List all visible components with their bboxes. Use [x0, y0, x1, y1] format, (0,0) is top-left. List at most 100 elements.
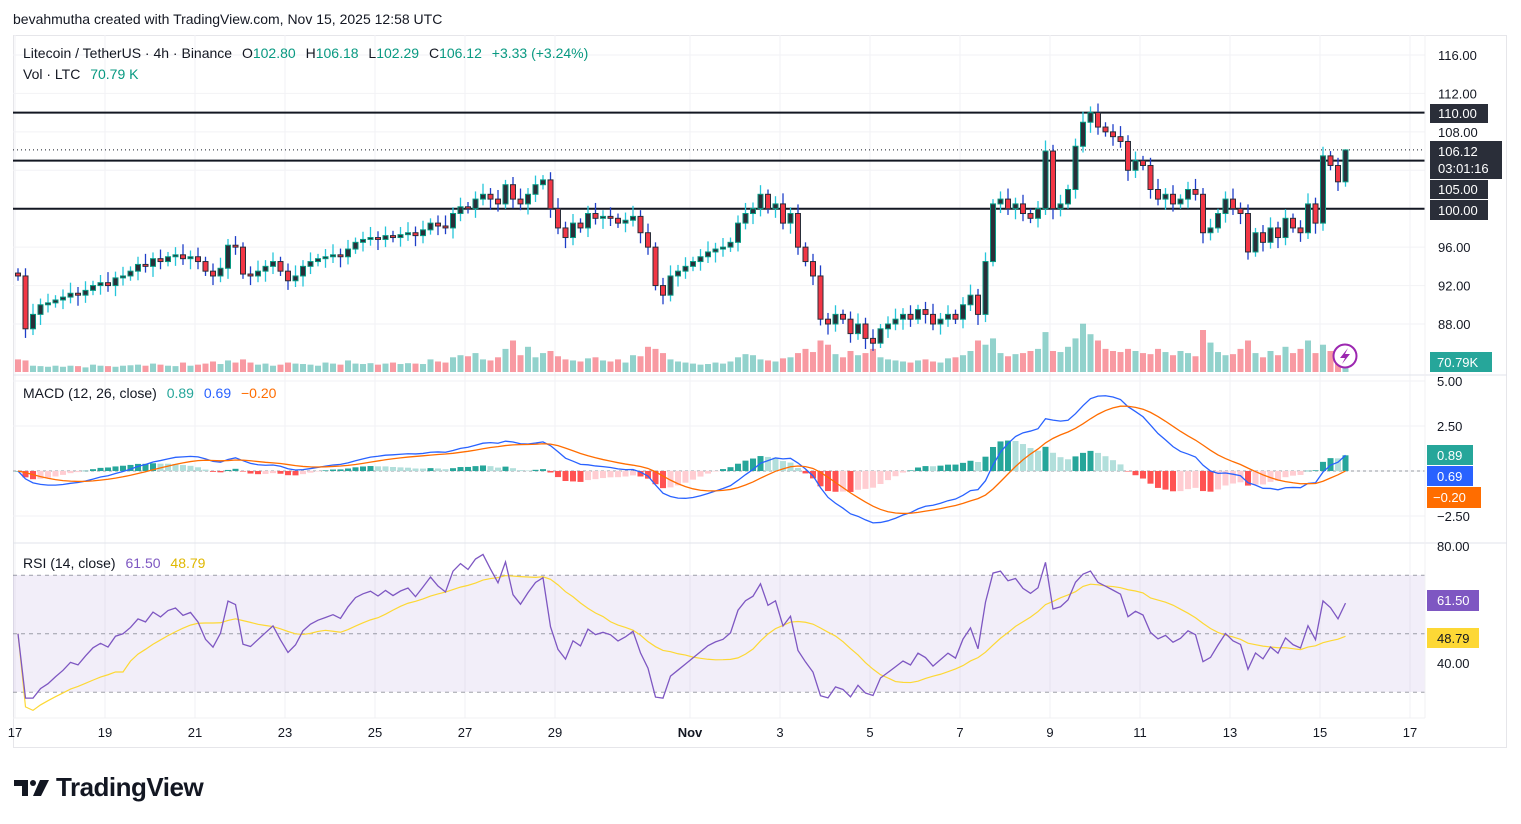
macd-histogram-bar — [435, 468, 441, 471]
close-label: C — [428, 45, 440, 61]
lightning-icon[interactable] — [1332, 343, 1358, 369]
candle — [562, 227, 569, 239]
candle — [690, 261, 696, 267]
macd-histogram-bar — [982, 456, 989, 471]
volume-bar — [1042, 332, 1049, 372]
macd-histogram-bar — [1042, 446, 1049, 471]
macd-histogram-bar — [352, 467, 359, 471]
candle — [1222, 198, 1229, 215]
candle — [1132, 160, 1139, 171]
time-tick: 17 — [1403, 725, 1417, 740]
time-tick: Nov — [678, 725, 703, 740]
volume-bar — [862, 353, 869, 372]
macd-histogram-bar — [1065, 459, 1071, 471]
volume-bar — [435, 361, 441, 372]
macd-histogram-bar — [262, 471, 269, 474]
volume-bar — [1095, 340, 1101, 372]
macd-histogram-bar — [1320, 461, 1326, 471]
candle — [1312, 203, 1319, 224]
macd-hist-value: 0.89 — [166, 385, 194, 401]
candle — [112, 277, 119, 287]
candle — [412, 232, 419, 237]
volume-bar — [705, 364, 711, 372]
macd-histogram-bar — [270, 471, 276, 474]
volume-bar — [1087, 334, 1094, 372]
symbol-title[interactable]: Litecoin / TetherUS · 4h · Binance — [23, 45, 233, 61]
macd-histogram-bar — [915, 467, 921, 471]
volume-bar — [225, 360, 231, 372]
volume-bar — [765, 360, 771, 372]
volume-bar — [1005, 356, 1011, 372]
candle — [1050, 150, 1056, 210]
volume-title[interactable]: Vol · LTC — [23, 66, 81, 82]
candle — [840, 313, 846, 320]
candle — [1207, 227, 1214, 234]
volume-bar — [450, 357, 456, 372]
macd-histogram-bar — [1147, 471, 1154, 484]
candle — [652, 246, 659, 287]
candle — [307, 261, 314, 267]
volume-bar — [1185, 353, 1191, 372]
macd-histogram-bar — [52, 471, 59, 477]
candle — [127, 270, 134, 277]
candle — [180, 254, 186, 260]
macd-histogram-bar — [1207, 471, 1214, 492]
chart-credit: bevahmutha created with TradingView.com,… — [13, 11, 443, 27]
macd-histogram-bar — [930, 466, 936, 471]
volume-bar — [1117, 352, 1124, 372]
volume-bar — [982, 344, 989, 372]
volume-bar — [337, 364, 344, 372]
candle — [262, 265, 269, 272]
volume-bar — [150, 363, 156, 372]
macd-histogram-bar — [37, 471, 44, 479]
macd-histogram-bar — [225, 469, 231, 471]
volume-bar — [532, 357, 539, 372]
volume-bar — [1012, 354, 1019, 372]
tradingview-logo[interactable]: TradingView — [14, 772, 204, 803]
candle — [225, 244, 231, 269]
candle — [142, 263, 149, 267]
candle — [1095, 112, 1101, 128]
volume-bar — [67, 365, 74, 372]
rsi-tick: 40.00 — [1437, 656, 1470, 671]
candle — [1185, 188, 1191, 200]
macd-histogram-bar — [547, 471, 554, 473]
macd-line — [17, 395, 1346, 524]
macd-title[interactable]: MACD (12, 26, close) — [23, 385, 157, 401]
price-tick: 88.00 — [1438, 317, 1471, 332]
level-label-100: 100.00 — [1438, 203, 1478, 218]
candle — [1102, 126, 1109, 133]
time-tick: 27 — [458, 725, 472, 740]
macd-histogram-bar — [615, 471, 621, 478]
volume-bar — [645, 346, 651, 372]
candle — [712, 248, 719, 253]
volume-bar — [442, 362, 449, 372]
macd-histogram-bar — [1020, 444, 1026, 471]
macd-histogram-bar — [292, 471, 299, 476]
macd-histogram-bar — [210, 471, 216, 472]
time-tick: 23 — [278, 725, 292, 740]
macd-line-value: 0.69 — [203, 385, 232, 401]
time-tick: 9 — [1046, 725, 1053, 740]
macd-histogram-bar — [247, 471, 254, 474]
candle — [15, 272, 21, 277]
rsi-title[interactable]: RSI (14, close) — [23, 555, 116, 571]
macd-pane — [13, 395, 1425, 524]
volume-bar — [525, 346, 531, 372]
macd-histogram-bar — [1290, 471, 1296, 476]
candle — [90, 285, 96, 291]
macd-histogram-bar — [780, 461, 786, 471]
volume-bar — [780, 358, 786, 372]
candle — [97, 282, 104, 287]
volume-bar — [1147, 354, 1154, 372]
volume-bar — [517, 355, 524, 372]
price-tick: 116.00 — [1438, 48, 1477, 63]
volume-bar — [52, 365, 59, 372]
macd-histogram-bar — [817, 471, 824, 487]
macd-histogram-bar — [825, 471, 831, 492]
volume-bar — [885, 359, 891, 372]
volume-bar — [1177, 351, 1184, 372]
rsi-ma-label: 48.79 — [1437, 631, 1470, 646]
candle — [1305, 203, 1311, 234]
